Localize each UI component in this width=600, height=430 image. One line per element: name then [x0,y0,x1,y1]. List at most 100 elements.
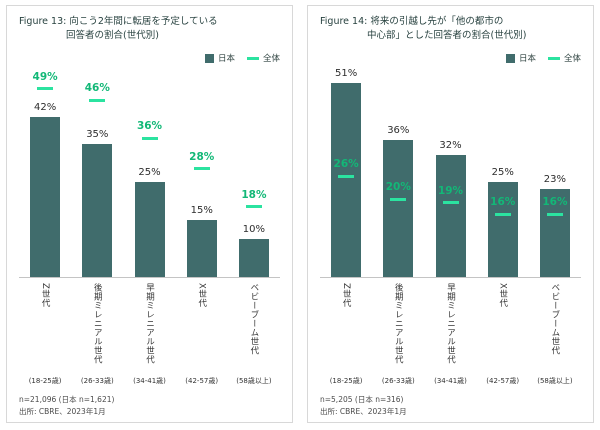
overall-value-label: 18% [241,188,267,201]
bar-slot: 23% 16% [529,66,581,277]
source-note: 出所: CBRE、2023年1月 [320,406,407,416]
overall-value-label: 16% [542,196,568,209]
japan-bar [539,189,570,277]
bar-slot: 36% 20% [372,66,424,277]
japan-value-label: 23% [543,174,567,186]
chart-footnotes: n=21,096 (日本 n=1,621) 出所: CBRE、2023年1月 [19,394,280,419]
japan-series-swatch-icon [505,53,515,63]
category-label-text: 早期ミレニアル世代 [445,282,456,364]
japan-bar [134,181,165,277]
japan-value-label: 25% [491,166,514,178]
chart-title-line1: Figure 13: 向こう2年間に転居を予定している [19,16,218,27]
bar-slot: 32% 19% [424,66,476,277]
overall-marker [390,197,407,201]
chart-title: Figure 13: 向こう2年間に転居を予定している 回答者の割合(世代別) [19,15,280,44]
japan-value-label: 35% [86,128,109,140]
japan-value-label: 25% [138,166,161,178]
bar-slot: 42% 49% [19,66,71,277]
chart-legend: 日本 全体 [204,52,280,64]
chart-title-line1: Figure 14: 将来の引越し先が「他の都市の [320,16,504,27]
chart-title: Figure 14: 将来の引越し先が「他の都市の 中心部」とした回答者の割合(… [320,15,581,44]
source-note: 出所: CBRE、2023年1月 [19,406,106,416]
bar-slot: 10% 18% [228,66,280,277]
category-label: 早期ミレニアル世代 [123,283,175,374]
age-range-label: (26-33歳) [80,376,114,385]
category-label-text: Z世代 [40,282,51,307]
japan-value-label: 51% [334,67,358,79]
japan-value-label: 32% [439,139,462,151]
age-range-label: (58歳以上) [537,376,573,385]
overall-value-label: 46% [84,82,110,95]
bar-slot: 15% 28% [176,66,228,277]
overall-value-label: 28% [189,150,215,163]
overall-series-dash-icon [246,56,259,60]
japan-bar [238,238,269,277]
japan-bar [186,219,217,277]
bar-chart: 42% 49% 35% 46% 25% 36% 15% 28% 10% 18% [19,66,280,278]
overall-series-label: 全体 [262,54,280,64]
overall-marker [338,174,355,178]
category-label-text: 早期ミレニアル世代 [144,282,155,364]
overall-value-label: 19% [437,184,464,197]
age-range-label: (42-57歳) [185,376,219,385]
figure-13-panel: Figure 13: 向こう2年間に転居を予定している 回答者の割合(世代別) … [6,5,293,423]
overall-marker [141,136,158,140]
chart-title-line2: 中心部」とした回答者の割合(世代別) [367,30,527,42]
category-label-text: 後期ミレニアル世代 [92,282,103,364]
overall-marker [37,87,54,91]
category-label: 後期ミレニアル世代 [372,283,424,374]
overall-value-label: 16% [490,196,516,209]
overall-series-dash-icon [547,56,560,60]
overall-marker [546,212,563,216]
age-range-label: (58歳以上) [236,376,272,385]
overall-marker [494,212,511,216]
category-label-text: 後期ミレニアル世代 [393,282,404,364]
overall-series-label: 全体 [563,54,581,64]
category-labels-row: Z世代 後期ミレニアル世代 早期ミレニアル世代 X世代 ベビーブーム世代 [19,278,280,374]
age-range-label: (34-41歳) [133,376,166,385]
category-label-text: ベビーブーム世代 [248,282,259,355]
age-range-label: (26-33歳) [381,376,415,385]
category-label: 後期ミレニアル世代 [71,283,123,374]
overall-marker [89,98,106,102]
japan-value-label: 42% [33,101,57,113]
japan-bar [383,139,414,277]
japan-bar [331,82,362,277]
overall-value-label: 49% [32,70,58,83]
japan-value-label: 10% [242,223,266,235]
overall-marker [245,205,262,209]
chart-title-line2: 回答者の割合(世代別) [66,30,159,42]
japan-value-label: 36% [387,124,410,136]
bar-slot: 25% 36% [123,66,175,277]
age-labels-row: (18-25歳) (26-33歳) (34-41歳) (42-57歳) (58歳以上) [19,376,280,389]
category-label: Z世代 [19,283,71,374]
japan-bar [30,116,61,277]
sample-size-note: n=21,096 (日本 n=1,621) [19,394,115,404]
age-range-label: (18-25歳) [329,376,363,385]
age-labels-row: (18-25歳) (26-33歳) (34-41歳) (42-57歳) (58歳以上) [320,376,581,389]
category-label-text: X世代 [497,282,508,307]
overall-value-label: 26% [333,158,359,171]
age-range-label: (18-25歳) [28,376,62,385]
japan-bar [435,154,466,277]
overall-value-label: 36% [136,120,163,133]
japan-series-swatch-icon [204,53,214,63]
japan-bar [487,181,518,277]
bar-slot: 35% 46% [71,66,123,277]
japan-series-label: 日本 [217,54,235,64]
category-label: X世代 [477,283,529,374]
category-label-text: ベビーブーム世代 [549,282,560,355]
category-label: 早期ミレニアル世代 [424,283,476,374]
bar-slot: 51% 26% [320,66,372,277]
japan-bar [82,143,113,277]
category-label: Z世代 [320,283,372,374]
age-range-label: (34-41歳) [434,376,467,385]
category-label: ベビーブーム世代 [228,283,280,374]
category-label: X世代 [176,283,228,374]
overall-value-label: 20% [385,180,411,193]
category-labels-row: Z世代 後期ミレニアル世代 早期ミレニアル世代 X世代 ベビーブーム世代 [320,278,581,374]
chart-legend: 日本 全体 [505,52,581,64]
category-label-text: Z世代 [341,282,352,307]
category-label-text: X世代 [196,282,207,307]
